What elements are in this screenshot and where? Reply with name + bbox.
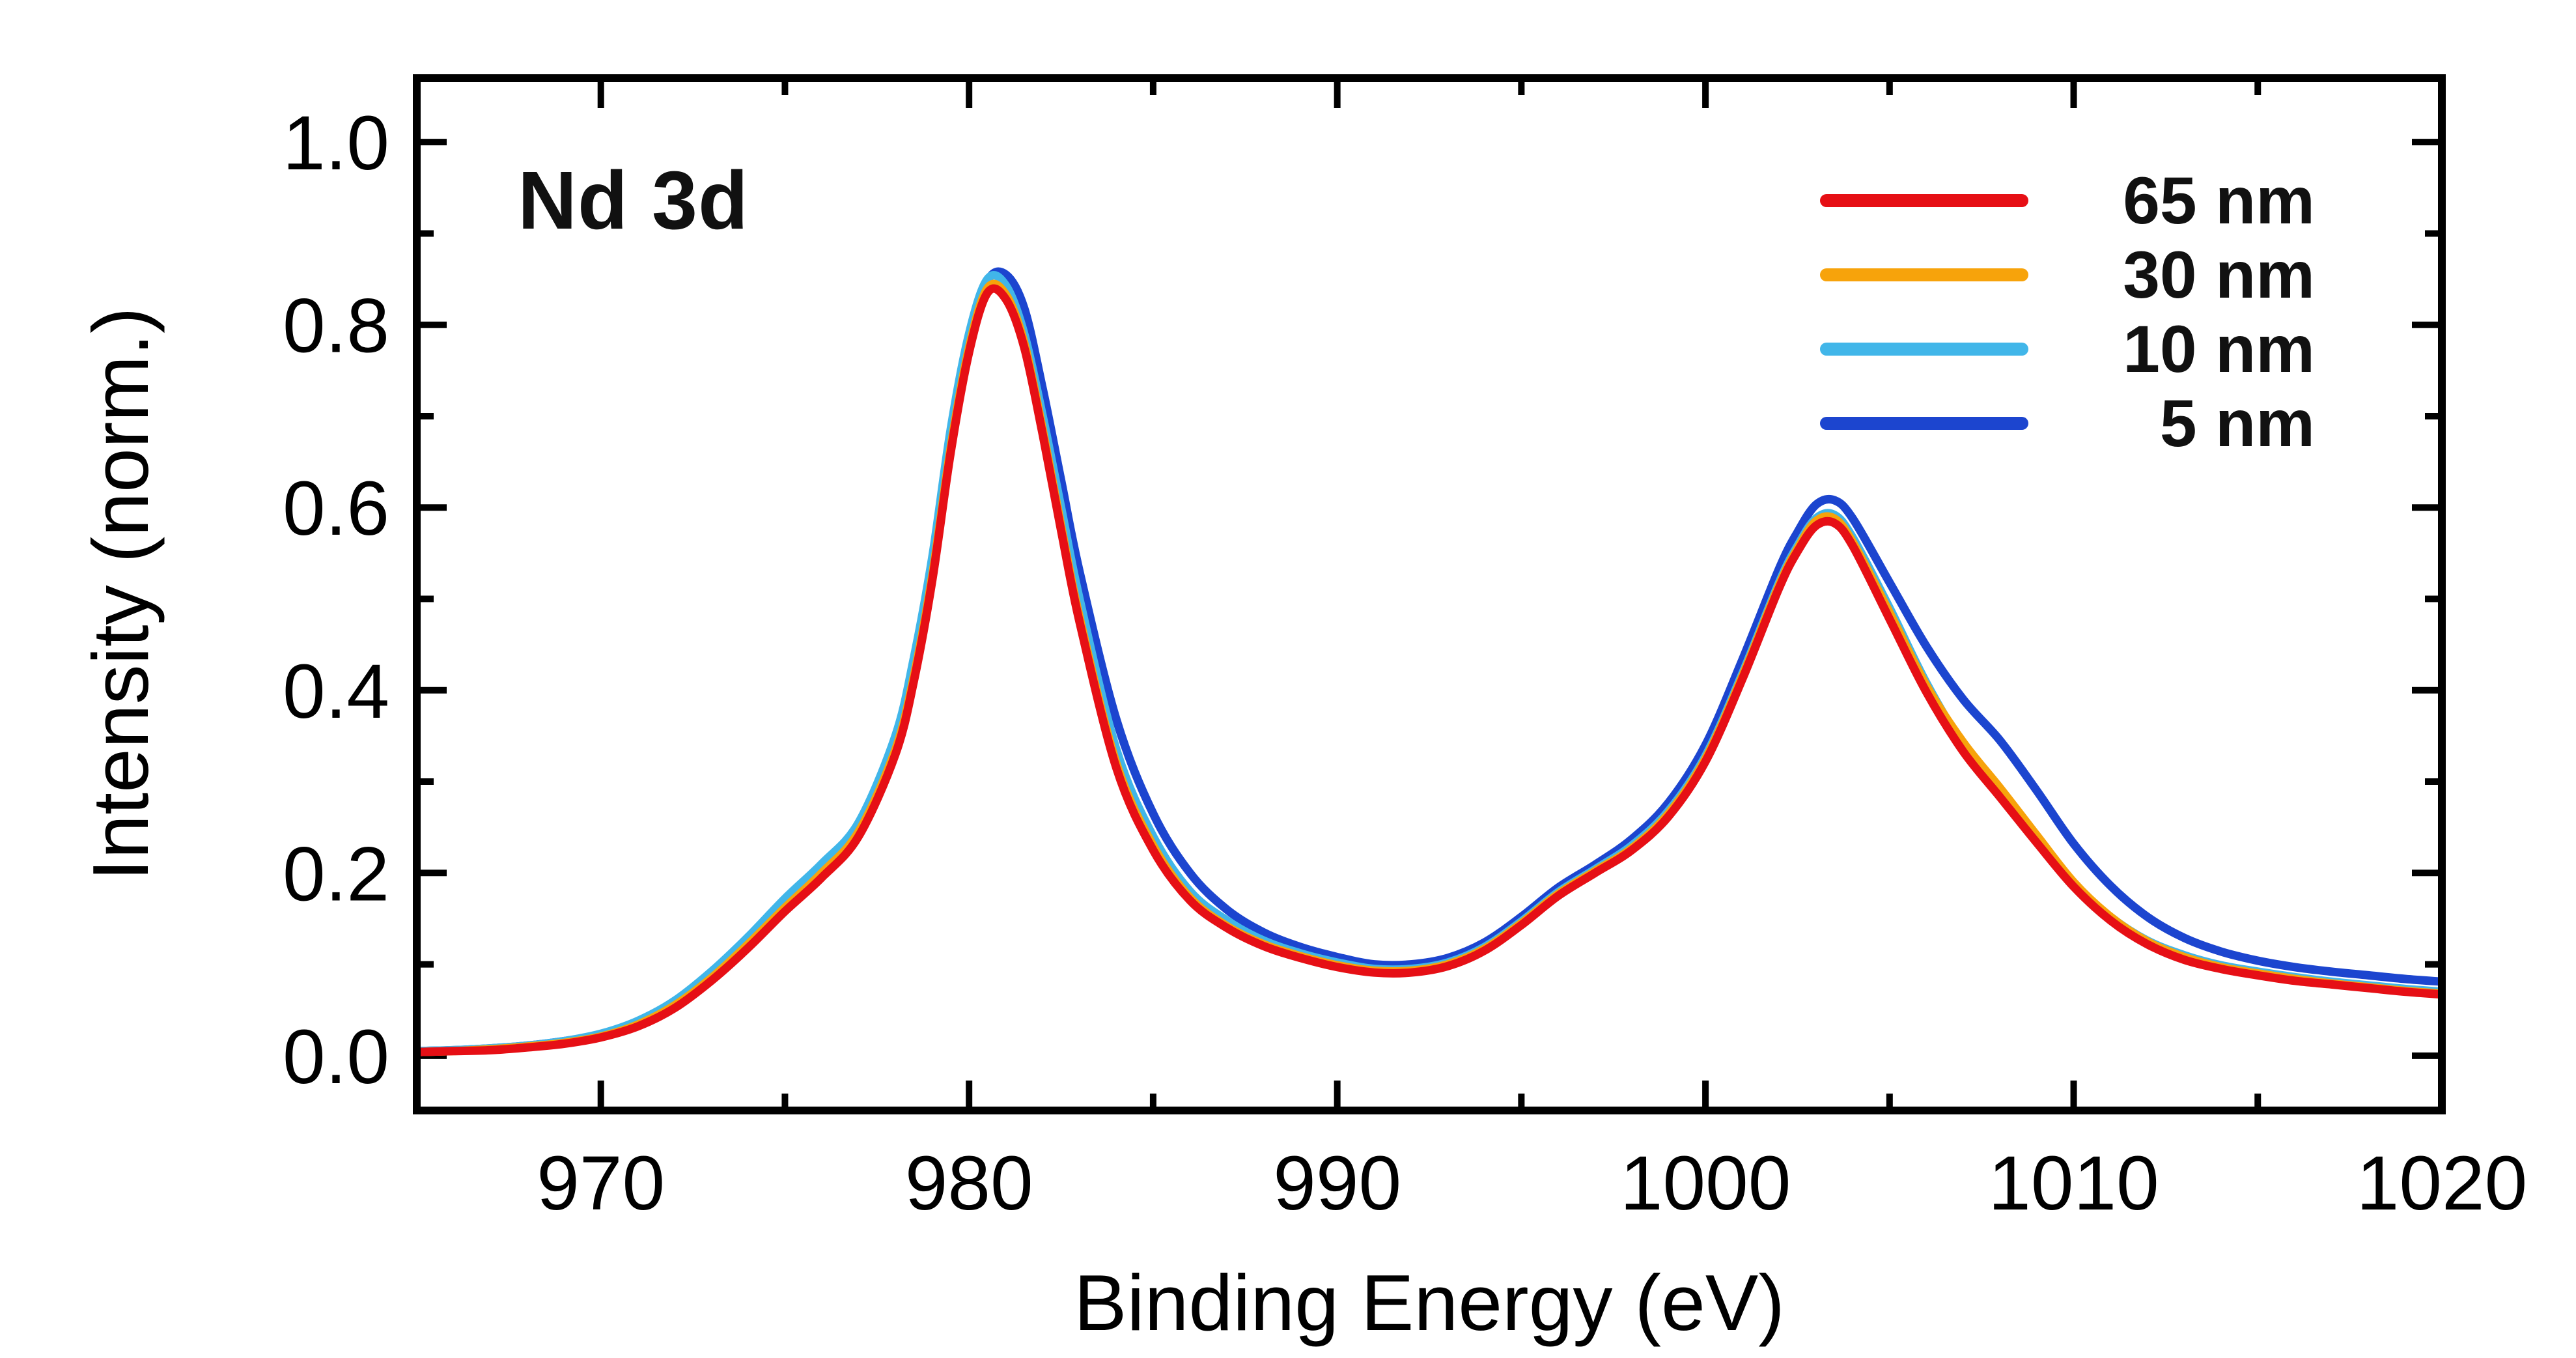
- legend-item-65nm: 65 nm: [1820, 163, 2315, 238]
- svg-text:970: 970: [537, 1140, 665, 1226]
- legend-label-65nm: 65 nm: [2123, 163, 2315, 238]
- x-axis-label: Binding Energy (eV): [1074, 1258, 1785, 1347]
- svg-text:1.0: 1.0: [283, 100, 389, 186]
- svg-text:0.8: 0.8: [283, 283, 389, 369]
- legend-item-10nm: 10 nm: [1820, 312, 2315, 386]
- svg-text:980: 980: [905, 1140, 1033, 1226]
- legend-item-5nm: 5 nm: [1820, 386, 2315, 460]
- svg-text:1010: 1010: [1988, 1140, 2159, 1226]
- legend-label-30nm: 30 nm: [2123, 237, 2315, 312]
- svg-text:0.2: 0.2: [283, 831, 389, 917]
- svg-text:1020: 1020: [2357, 1140, 2528, 1226]
- svg-text:1000: 1000: [1620, 1140, 1791, 1226]
- svg-text:0.6: 0.6: [283, 466, 389, 552]
- legend-line-65nm-icon: [1820, 194, 2028, 207]
- legend-label-5nm: 5 nm: [2159, 386, 2315, 460]
- legend-item-30nm: 30 nm: [1820, 238, 2315, 312]
- legend-line-5nm-icon: [1820, 417, 2028, 430]
- legend-label-10nm: 10 nm: [2123, 311, 2315, 386]
- svg-text:990: 990: [1273, 1140, 1401, 1226]
- plot-annotation: Nd 3d: [518, 154, 749, 246]
- y-axis-label: Intensity (norm.): [76, 307, 165, 881]
- svg-text:0.4: 0.4: [283, 649, 389, 735]
- legend: 65 nm 30 nm 10 nm 5 nm: [1820, 163, 2315, 460]
- svg-text:0.0: 0.0: [283, 1014, 389, 1100]
- legend-line-30nm-icon: [1820, 268, 2028, 281]
- legend-line-10nm-icon: [1820, 343, 2028, 356]
